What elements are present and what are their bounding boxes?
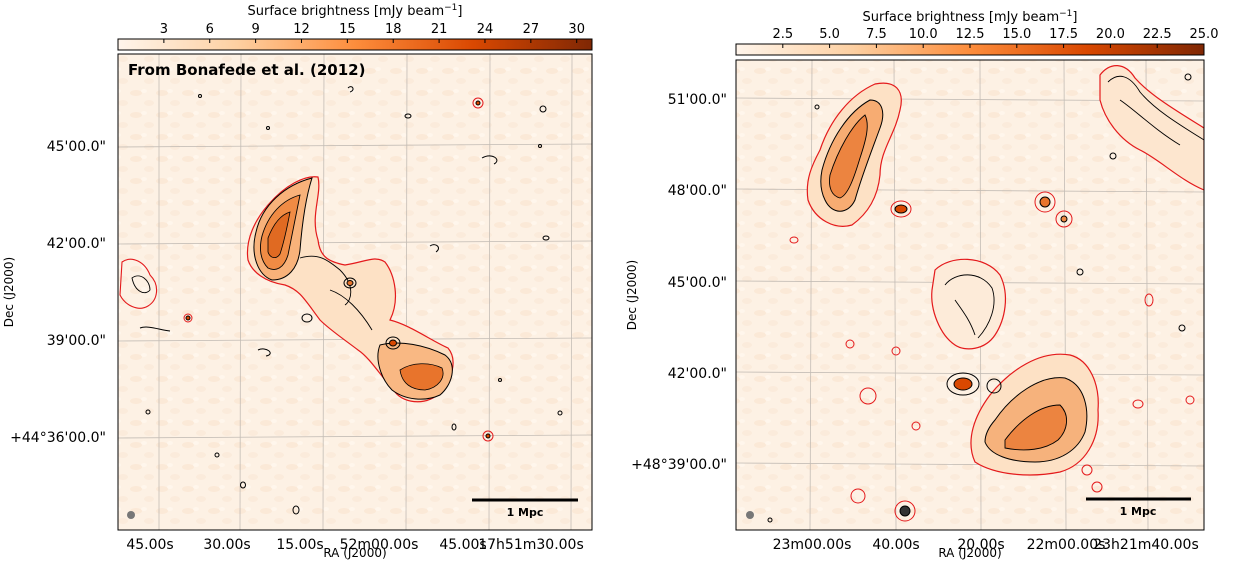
colorbar-tick-label: 10.0 [909,27,938,42]
x-tick-label: 20.00s [957,537,1004,553]
colorbar-tick-label: 20.0 [1096,27,1125,42]
colorbar-left: Surface brightness [mJy beam−1] 3 6 9 12 15 1… [117,3,593,51]
colorbar-tick-label: 18 [385,22,402,37]
colorbar-tick-label: 17.5 [1049,27,1078,42]
map-frame-left [117,53,593,531]
x-tick-label: 22m00.00s [1027,537,1106,553]
colorbar-tick-label: 6 [206,22,214,37]
x-tick-label: 23m00.00s [773,537,852,553]
y-tick-label: +48°39'00.0" [631,457,727,473]
colorbar-right: Surface brightness [mJy beam−1] 2.5 5.0 7.… [735,9,1219,56]
x-tick-label: 15.00s [276,537,323,553]
colorbar-tick-label: 30 [568,22,585,37]
x-axis-label-right: RA (J2000) [938,546,1001,560]
colorbar-title-right: Surface brightness [mJy beam−1] [862,9,1077,25]
panel-right: Surface brightness [mJy beam−1] 2.5 5.0 7.… [625,9,1218,560]
colorbar-tick-label: 3 [160,22,168,37]
colorbar-tick-label: 27 [523,22,540,37]
scalebar-label-right: 1 Mpc [1120,505,1157,518]
colorbar-tick-label: 24 [477,22,494,37]
x-tick-label: 45.00s [126,537,173,553]
x-axis-label-left: RA (J2000) [323,546,386,560]
panel-left: Surface brightness [mJy beam−1] 3 6 9 12 15 1… [2,3,593,560]
colorbar-tick-label: 2.5 [772,27,793,42]
colorbar-tick-label: 7.5 [866,27,887,42]
citation-annotation: From Bonafede et al. (2012) [128,61,365,79]
map-frame-right [735,59,1205,531]
y-tick-label: 45'00.0" [47,139,106,155]
x-tick-label: 17h51m30.00s [478,537,584,553]
colorbar-title-left: Surface brightness [mJy beam−1] [247,3,462,19]
scalebar-label-left: 1 Mpc [507,506,544,519]
x-tick-label: 23h21m40.00s [1093,537,1199,553]
colorbar-tick-label: 12.5 [956,27,985,42]
colorbar-tick-label: 5.0 [819,27,840,42]
colorbar-gradient-left [117,38,593,51]
map-left [118,54,592,530]
map-right [736,60,1204,530]
y-tick-label: 42'00.0" [668,366,727,382]
colorbar-tick-label: 15 [339,22,356,37]
y-tick-label: 42'00.0" [47,236,106,252]
colorbar-tick-label: 22.5 [1143,27,1172,42]
colorbar-tick-label: 9 [251,22,259,37]
y-tick-label: +44°36'00.0" [10,430,106,446]
colorbar-tick-label: 15.0 [1002,27,1031,42]
x-tick-label: 45.00s [439,537,486,553]
y-tick-label: 45'00.0" [668,275,727,291]
y-tick-label: 48'00.0" [668,183,727,199]
colorbar-tick-label: 25.0 [1190,27,1219,42]
y-tick-label: 51'00.0" [668,92,727,108]
y-axis-label-right: Dec (J2000) [625,260,639,330]
y-tick-label: 39'00.0" [47,333,106,349]
x-tick-label: 30.00s [203,537,250,553]
colorbar-tick-label: 21 [431,22,448,37]
colorbar-tick-label: 12 [293,22,310,37]
y-axis-label-left: Dec (J2000) [2,257,16,327]
x-tick-label: 52m00.00s [340,537,419,553]
x-tick-label: 40.00s [872,537,919,553]
